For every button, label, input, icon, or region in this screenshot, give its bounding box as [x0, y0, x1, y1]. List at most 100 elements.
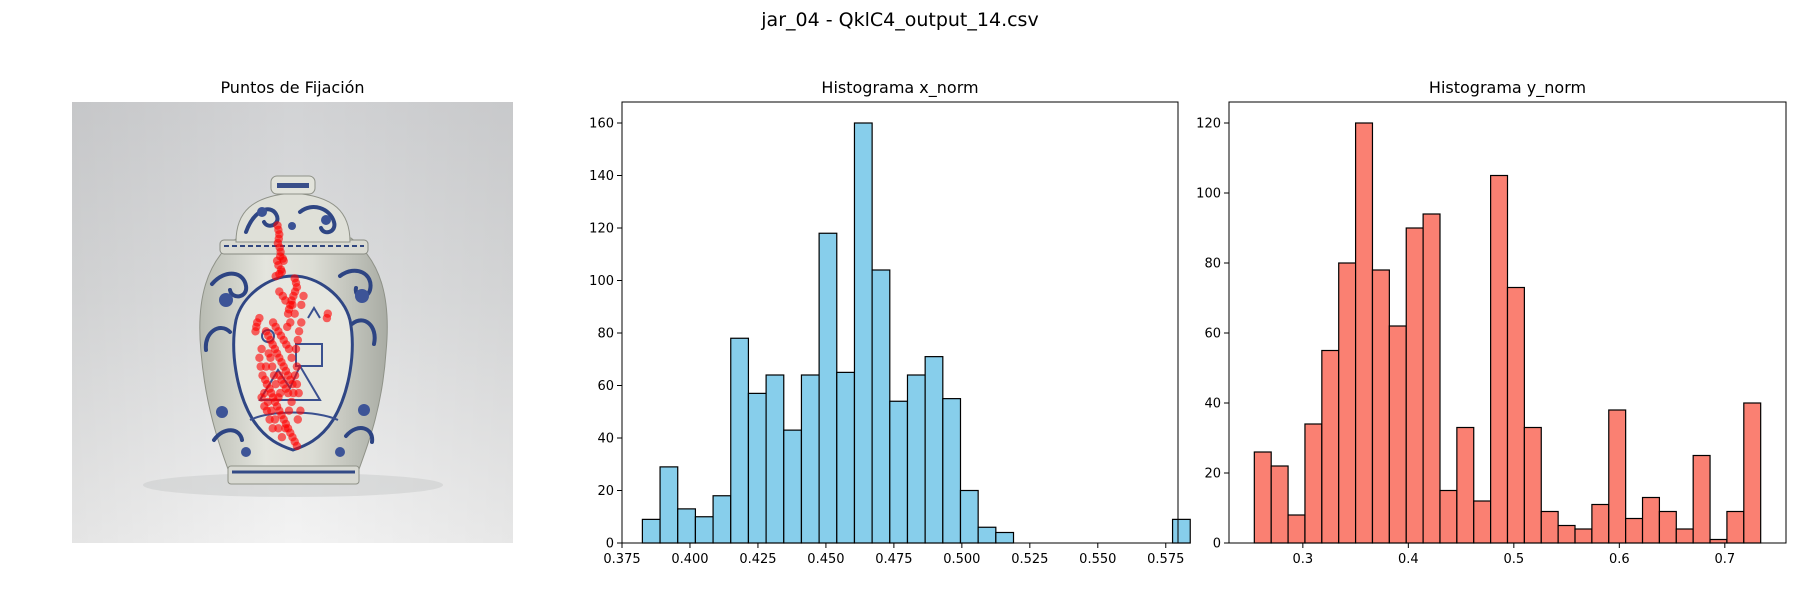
fixation-point	[281, 296, 290, 305]
hist-x-bar	[836, 371, 856, 544]
fixation-point	[268, 362, 277, 371]
hist-x-bar	[942, 398, 962, 544]
hist-y-bar	[1557, 524, 1576, 544]
hist-x-bar	[677, 508, 697, 544]
hist-y-bar	[1439, 489, 1458, 544]
hist-x-bar	[977, 526, 997, 544]
fixation-point	[292, 362, 302, 371]
hist-y-bar	[1658, 510, 1677, 544]
hist-y-bar	[1490, 174, 1509, 544]
hist-x-bar	[694, 516, 714, 544]
hist-y-bar	[1540, 510, 1559, 544]
hist-y-bar	[1270, 465, 1289, 544]
hist-x-xtick-label: 0.525	[1011, 552, 1048, 567]
histogram-y-norm: Histograma y_norm 0.3 0.4 0.5 0.6 0.7 0 20 40 6…	[1196, 78, 1787, 567]
hist-x-xtick-label: 0.475	[875, 552, 912, 567]
fixation-point	[293, 335, 302, 345]
fixation-point	[290, 309, 299, 318]
hist-y-bar	[1625, 517, 1644, 544]
fixation-point	[291, 344, 301, 354]
hist-x-xtick-label: 0.375	[603, 552, 640, 567]
fixation-point	[257, 393, 266, 402]
hist-y-bar	[1726, 510, 1745, 544]
hist-x-bar	[853, 122, 873, 544]
fixation-point	[297, 300, 306, 310]
fixation-point	[294, 388, 303, 398]
fixation-point	[287, 397, 296, 407]
hist-x-ytick-label: 100	[589, 274, 614, 289]
hist-y-xtick-label: 0.6	[1609, 552, 1630, 567]
fixation-point	[265, 415, 274, 424]
image-panel-title: Puntos de Fijación	[220, 78, 364, 97]
hist-y-ytick-label: 100	[1196, 187, 1221, 202]
hist-x-bar	[995, 531, 1015, 544]
hist-y-ytick-label: 60	[1204, 327, 1221, 342]
hist-y-bar	[1473, 500, 1492, 544]
fixation-point	[257, 344, 266, 354]
hist-y-bar	[1591, 503, 1610, 544]
fixation-point	[299, 291, 308, 301]
hist-y-bar	[1692, 454, 1711, 544]
hist-x-bar	[818, 232, 838, 544]
hist-y-bar	[1523, 426, 1542, 544]
hist-x-xtick-label: 0.425	[739, 552, 776, 567]
hist-y-bar	[1354, 122, 1374, 544]
hist-y-bar	[1743, 402, 1762, 544]
hist-y-xtick-label: 0.3	[1293, 552, 1314, 567]
fixation-point	[290, 371, 300, 380]
hist-y-bar	[1253, 451, 1272, 544]
fixation-point	[251, 327, 260, 336]
fixation-point	[283, 322, 292, 332]
fixation-point	[271, 380, 280, 389]
hist-y-bar	[1641, 496, 1661, 544]
fixation-point	[269, 371, 279, 380]
hist-x-ytick-label: 120	[589, 222, 614, 237]
hist-x-ytick-label: 60	[597, 379, 614, 394]
hist-y-ytick-label: 40	[1204, 397, 1221, 412]
hist-x-bar	[871, 269, 891, 544]
hist-x-bar	[783, 429, 803, 544]
hist-x-bar	[889, 400, 909, 544]
fixation-point	[260, 402, 269, 411]
hist-x-bar	[730, 337, 750, 544]
fixation-point	[293, 415, 302, 424]
hist-x-ytick-label: 140	[589, 169, 614, 184]
fixation-point	[294, 327, 304, 336]
hist-y-bar	[1287, 514, 1306, 544]
fixation-point	[322, 313, 332, 323]
hist-x-bar	[659, 466, 679, 544]
hist-y-bar	[1371, 269, 1390, 544]
hist-y-bar	[1388, 325, 1407, 544]
hist-x-bar	[712, 495, 732, 544]
hist-x-ytick-label: 0	[606, 537, 614, 552]
fixation-point	[292, 441, 302, 451]
hist-y-ytick-label: 80	[1204, 257, 1221, 272]
hist-y-bar	[1574, 528, 1593, 544]
hist-y-xtick-label: 0.7	[1714, 552, 1735, 567]
hist-y-ytick-label: 20	[1204, 467, 1221, 482]
image-panel: Puntos de Fijación	[72, 78, 513, 543]
fixation-point	[268, 424, 277, 433]
hist-x-bar	[924, 356, 944, 544]
fixation-point	[264, 349, 273, 358]
hist-x-title: Histograma x_norm	[821, 78, 978, 98]
hist-x-bar	[1171, 518, 1191, 544]
hist-y-ytick-label: 0	[1213, 537, 1221, 552]
hist-y-bar	[1709, 538, 1728, 544]
hist-x-ytick-label: 20	[597, 484, 614, 499]
hist-y-bar	[1321, 349, 1340, 544]
fixation-point	[261, 362, 271, 371]
fixation-point	[296, 406, 305, 415]
hist-x-xtick-label: 0.500	[943, 552, 980, 567]
hist-y-title: Histograma y_norm	[1429, 78, 1586, 98]
hist-y-bar	[1338, 262, 1357, 544]
fixation-point	[277, 433, 287, 442]
fixation-points	[251, 221, 332, 451]
fixation-point	[274, 393, 283, 402]
hist-x-ytick-label: 80	[597, 327, 614, 342]
figure-suptitle: jar_04 - QklC4_output_14.csv	[760, 9, 1038, 31]
hist-x-xtick-label: 0.450	[807, 552, 844, 567]
hist-x-bar	[765, 374, 785, 544]
hist-y-frame	[1228, 101, 1787, 544]
